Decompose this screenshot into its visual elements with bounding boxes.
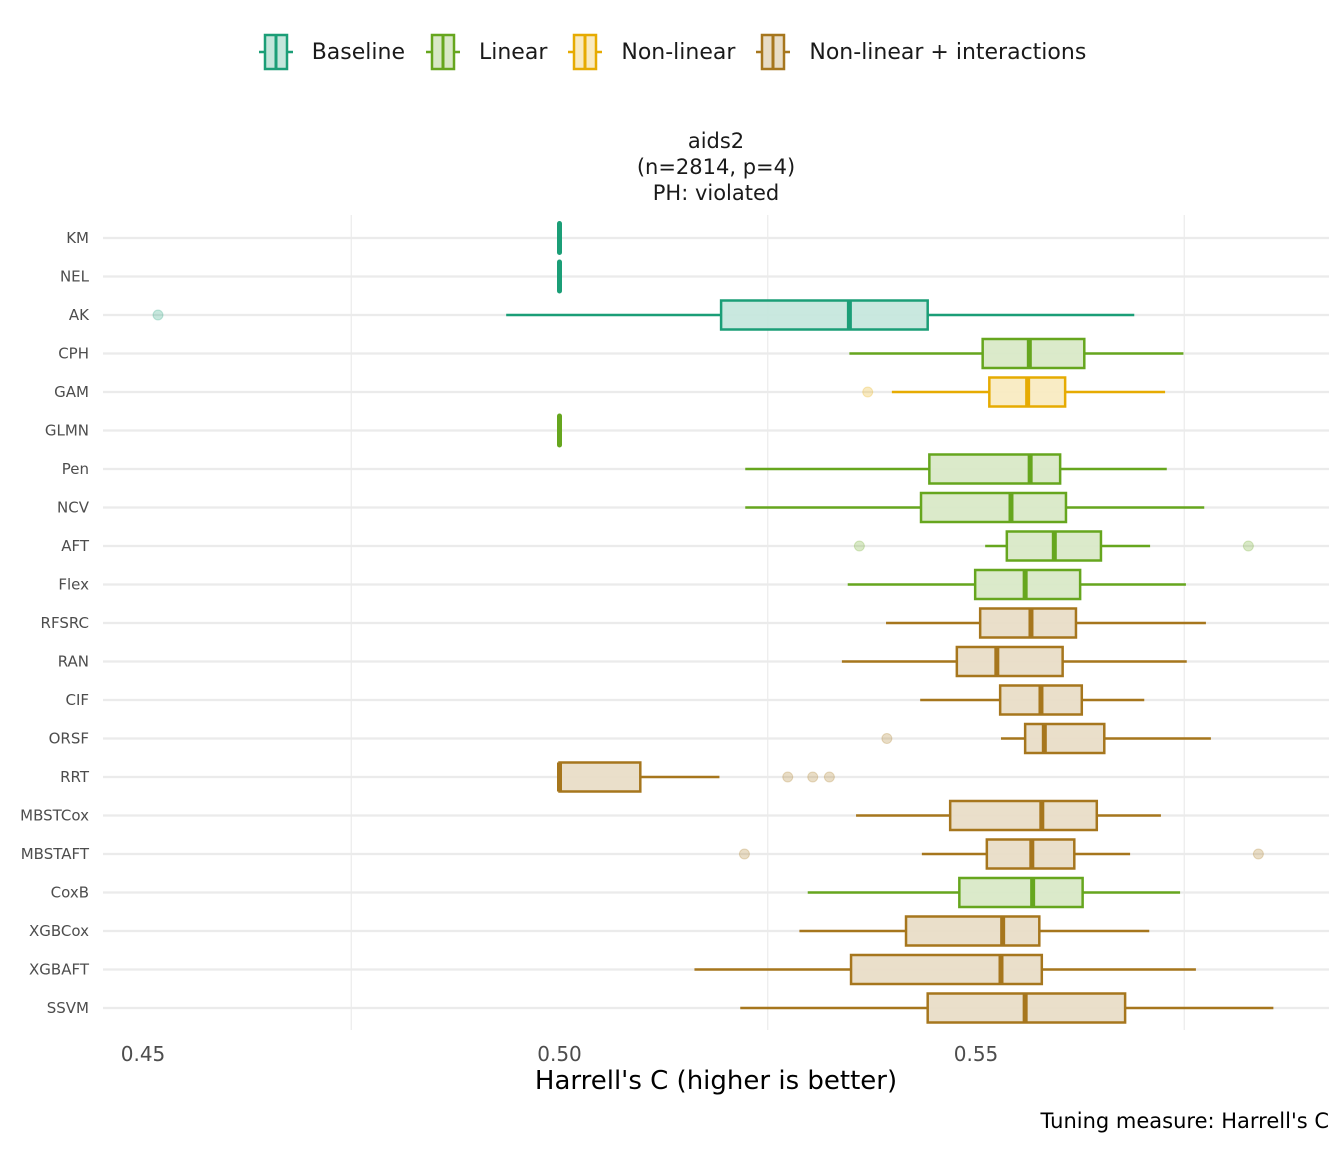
y-tick-label: Flex — [58, 576, 89, 594]
x-axis-title: Harrell's C (higher is better) — [534, 1066, 898, 1096]
iqr-box — [719, 299, 929, 331]
iqr-box — [849, 953, 1044, 986]
box-mbstcox — [856, 799, 1161, 832]
y-axis-labels: KM NEL AK CPH GAM GLMN Pen NCV AFT Flex RFSRC RAN CI… — [20, 229, 90, 1017]
y-tick-label: Pen — [62, 460, 89, 478]
box-flex — [847, 568, 1186, 601]
x-tick-label: 0.45 — [121, 1042, 166, 1066]
box-xgbcox — [799, 915, 1150, 947]
legend-key-linear — [425, 33, 460, 71]
y-tick-label: RFSRC — [41, 614, 89, 632]
y-tick-label: CIF — [65, 691, 89, 709]
y-tick-label: CoxB — [51, 884, 89, 902]
y-tick-label: GLMN — [45, 422, 89, 440]
outlier-point — [1252, 848, 1264, 860]
y-tick-label: NCV — [57, 499, 90, 517]
y-tick-label: XGBAFT — [29, 961, 90, 979]
box-ssvm — [740, 992, 1274, 1024]
box-rfsrc — [886, 607, 1206, 639]
legend: Baseline Linear Non-linear Non-linear + … — [0, 32, 1344, 72]
box-ak — [152, 299, 1135, 331]
outlier-point — [807, 771, 819, 783]
y-tick-label: SSVM — [47, 999, 89, 1017]
box-cif — [920, 684, 1145, 716]
facet-title-line-3: PH: violated — [652, 181, 780, 205]
y-tick-label: NEL — [60, 268, 90, 286]
legend-label: Non-linear — [621, 39, 736, 65]
box-ran — [841, 645, 1187, 678]
legend-item-linear: Linear — [425, 32, 547, 72]
y-tick-label: MBSTCox — [20, 807, 89, 825]
y-tick-label: GAM — [54, 383, 89, 401]
facet-title-line-2: (n=2814, p=4) — [636, 155, 796, 179]
box-xgbaft — [694, 953, 1196, 986]
y-tick-label: XGBCox — [29, 922, 89, 940]
box-aft — [853, 530, 1254, 562]
box-cph — [849, 337, 1184, 370]
legend-key-non-linear-interactions — [756, 33, 791, 71]
y-tick-label: CPH — [58, 345, 89, 363]
caption: Tuning measure: Harrell's C — [1040, 1109, 1329, 1133]
iqr-box — [948, 799, 1099, 832]
y-tick-label: MBSTAFT — [21, 845, 90, 863]
outlier-point — [823, 771, 835, 783]
facet-title: aids2 (n=2814, p=4) PH: violated — [0, 128, 1344, 206]
iqr-box — [978, 607, 1078, 639]
legend-key-baseline — [258, 33, 293, 71]
legend-label: Non-linear + interactions — [809, 39, 1087, 65]
iqr-box — [958, 876, 1084, 909]
outlier-point — [782, 771, 794, 783]
iqr-box — [558, 761, 642, 793]
outlier-point — [862, 386, 874, 398]
x-tick-label: 0.50 — [537, 1042, 582, 1066]
legend-key-non-linear — [568, 33, 603, 71]
legend-label: Linear — [478, 39, 548, 65]
x-tick-label: 0.55 — [954, 1042, 999, 1066]
y-tick-label: AK — [69, 306, 90, 324]
y-tick-label: ORSF — [49, 730, 89, 748]
x-axis-ticks: 0.45 0.50 0.55 — [121, 1042, 999, 1066]
box-pen — [745, 453, 1167, 485]
box-gam — [862, 376, 1166, 408]
iqr-box — [919, 491, 1068, 524]
y-tick-label: RRT — [60, 768, 90, 786]
y-tick-label: RAN — [58, 653, 89, 671]
outlier-point — [881, 733, 893, 744]
box-rrt — [557, 761, 835, 793]
iqr-box — [955, 645, 1064, 678]
outlier-point — [738, 848, 750, 860]
outlier-point — [152, 309, 164, 321]
iqr-box — [981, 337, 1086, 370]
box-ncv — [745, 491, 1205, 524]
outlier-point — [853, 540, 865, 552]
facet-title-line-1: aids2 — [687, 129, 745, 153]
legend-item-baseline: Baseline — [258, 32, 405, 72]
legend-label: Baseline — [311, 39, 405, 65]
boxes-layer — [152, 221, 1274, 1024]
legend-item-non-linear: Non-linear — [567, 32, 735, 72]
iqr-box — [904, 915, 1041, 947]
y-tick-label: KM — [66, 229, 89, 247]
y-tick-label: AFT — [61, 537, 90, 555]
legend-item-non-linear-interactions: Non-linear + interactions — [755, 32, 1086, 72]
outlier-point — [1242, 540, 1254, 552]
iqr-box — [928, 453, 1062, 485]
iqr-box — [1023, 722, 1106, 755]
box-orsf — [881, 722, 1211, 755]
box-mbstaft — [738, 838, 1264, 870]
box-coxb — [807, 876, 1181, 909]
